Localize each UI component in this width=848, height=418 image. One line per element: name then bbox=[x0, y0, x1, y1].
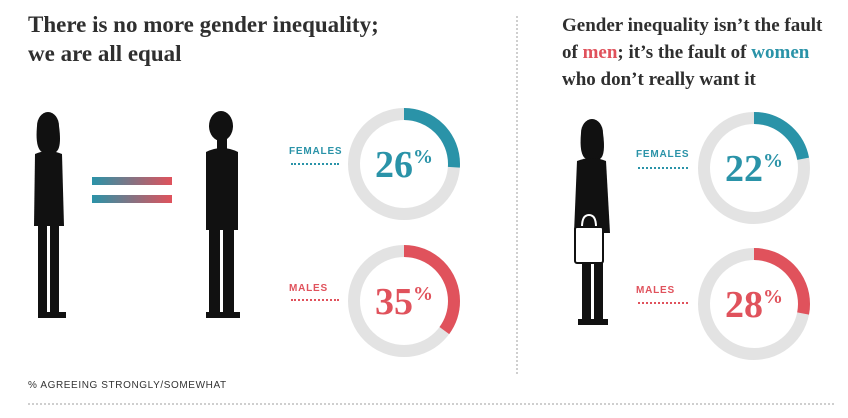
left-headline: There is no more gender inequality; we a… bbox=[28, 10, 448, 68]
vertical-divider bbox=[516, 16, 518, 374]
right-females-label: FEMALES bbox=[636, 149, 690, 160]
left-males-value-label: 35% bbox=[375, 281, 433, 323]
right-males-donut-arc bbox=[698, 248, 810, 360]
footnote: % AGREEING STRONGLY/SOMEWHAT bbox=[28, 380, 227, 391]
woman-with-bag-silhouette-icon bbox=[574, 119, 610, 325]
left-females-leader bbox=[291, 163, 339, 165]
left-females-donut: 26% bbox=[348, 108, 460, 220]
right-females-donut-arc bbox=[698, 112, 810, 224]
right-females-value-label: 22% bbox=[725, 148, 783, 190]
left-females-label: FEMALES bbox=[289, 146, 343, 157]
left-headline-line1: There is no more gender inequality; bbox=[28, 12, 379, 37]
right-headline-part4: who don’t really want it bbox=[562, 69, 756, 90]
right-headline-men: men bbox=[582, 42, 618, 63]
left-females-value-label: 26% bbox=[375, 144, 433, 186]
right-headline-part2: of bbox=[562, 42, 583, 63]
left-headline-line2: we are all equal bbox=[28, 41, 182, 66]
right-males-label: MALES bbox=[636, 285, 675, 296]
man-silhouette-icon bbox=[206, 111, 240, 318]
left-males-leader bbox=[291, 299, 339, 301]
right-males-donut: 28% bbox=[698, 248, 810, 360]
left-males-donut-arc bbox=[348, 245, 460, 357]
right-males-value-label: 28% bbox=[725, 284, 783, 326]
right-males-leader bbox=[638, 302, 688, 304]
right-females-leader bbox=[638, 167, 688, 169]
right-headline-part1: Gender inequality isn’t the fault bbox=[562, 15, 823, 36]
right-headline-part3: ; it’s the fault of bbox=[617, 42, 752, 63]
right-females-donut: 22% bbox=[698, 112, 810, 224]
left-males-label: MALES bbox=[289, 283, 328, 294]
equals-bar-top bbox=[92, 177, 172, 185]
right-headline: Gender inequality isn’t the fault of men… bbox=[562, 12, 832, 93]
woman-silhouette-icon bbox=[34, 112, 66, 318]
right-headline-women: women bbox=[751, 42, 810, 63]
bottom-divider bbox=[28, 403, 834, 405]
left-females-donut-arc bbox=[348, 108, 460, 220]
left-males-donut: 35% bbox=[348, 245, 460, 357]
equals-bar-bottom bbox=[92, 195, 172, 203]
